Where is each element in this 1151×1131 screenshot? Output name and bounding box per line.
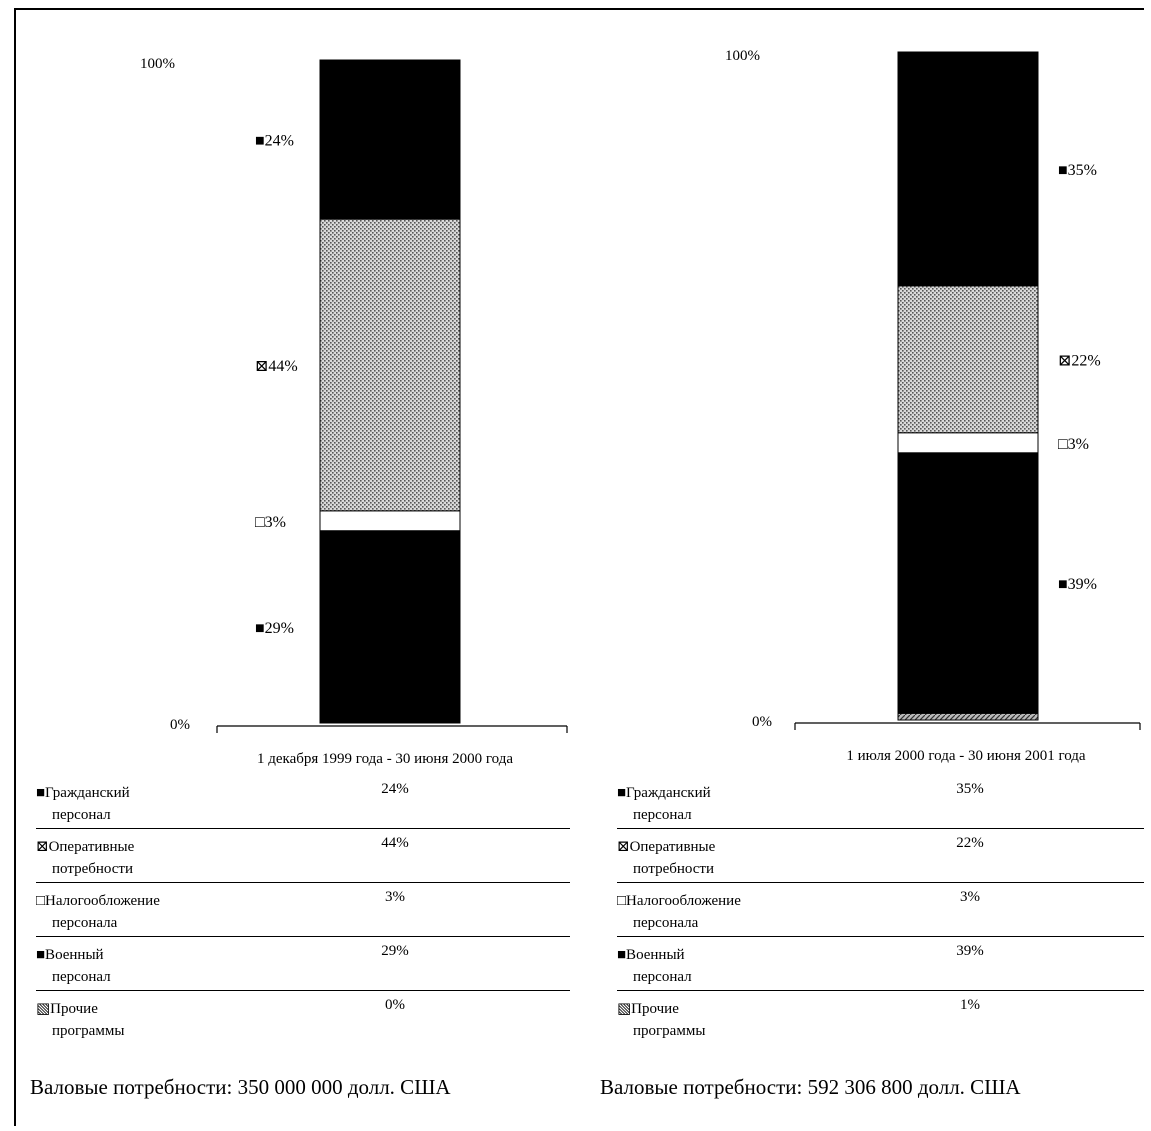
segment-label-5: ■35% xyxy=(1058,162,1097,179)
bar-segment-4 xyxy=(897,285,1039,434)
legend-item-value: 1% xyxy=(960,997,980,1013)
legend-item-label: ⊠Оперативные потребности xyxy=(36,839,135,877)
legend-item-value: 3% xyxy=(385,889,405,905)
gross-requirements-total: Валовые потребности: 350 000 000 долл. С… xyxy=(30,1075,451,1099)
legend-item-label: □Налогообложение персонала xyxy=(617,893,741,931)
legend-separator xyxy=(617,882,1144,883)
bar-segment-5 xyxy=(319,59,461,220)
legend-item-label: ▧Прочие программы xyxy=(617,1001,706,1039)
legend-separator xyxy=(617,990,1144,991)
y-top-label: 100% xyxy=(140,56,175,72)
bar-segment-2 xyxy=(897,452,1039,714)
legend-separator xyxy=(617,828,1144,829)
legend-item-value: 22% xyxy=(956,835,984,851)
legend-separator xyxy=(36,828,570,829)
segment-label-2: ■29% xyxy=(255,620,294,637)
legend-item-label: ⊠Оперативные потребности xyxy=(617,839,716,877)
segment-label-4: ⊠22% xyxy=(1058,352,1101,369)
legend-item-label: □Налогообложение персонала xyxy=(36,893,160,931)
segment-label-3: □3% xyxy=(255,514,286,531)
bar-segment-3 xyxy=(897,432,1039,454)
legend-item-value: 3% xyxy=(960,889,980,905)
y-bottom-label: 0% xyxy=(752,714,772,730)
bar-segment-1 xyxy=(897,712,1039,721)
legend-item-label: ▧Прочие программы xyxy=(36,1001,125,1039)
segment-label-3: □3% xyxy=(1058,436,1089,453)
legend-item-value: 39% xyxy=(956,943,984,959)
bar-segment-3 xyxy=(319,510,461,532)
legend-item-value: 44% xyxy=(381,835,409,851)
chart-2: ■39% □3% ⊠22% ■35% 100% 0% 1 июля 2000 года - … xyxy=(725,48,1141,764)
chart-1: ■29% □3% ⊠44% ■24% 100% 0% 1 декабря 1999 года… xyxy=(140,56,568,767)
segment-label-2: ■39% xyxy=(1058,576,1097,593)
figure-frame xyxy=(14,8,1144,1126)
legend-separator xyxy=(617,936,1144,937)
gross-requirements-total: Валовые потребности: 592 306 800 долл. С… xyxy=(600,1075,1021,1099)
segment-label-4: ⊠44% xyxy=(255,358,298,375)
category-label: 1 декабря 1999 года - 30 июня 2000 года xyxy=(257,751,513,767)
legend-item-label: ■Военный персонал xyxy=(617,947,692,985)
y-bottom-label: 0% xyxy=(170,717,190,733)
bar-segment-4 xyxy=(319,218,461,512)
legend-item-value: 0% xyxy=(385,997,405,1013)
y-top-label: 100% xyxy=(725,48,760,64)
legend-item-value: 29% xyxy=(381,943,409,959)
legend-item-value: 35% xyxy=(956,781,984,797)
category-label: 1 июля 2000 года - 30 июня 2001 года xyxy=(846,748,1086,764)
legend-item-value: 24% xyxy=(381,781,409,797)
bar-segment-2 xyxy=(319,530,461,724)
legend-item-label: ■Гражданский персонал xyxy=(36,785,130,823)
legend-separator xyxy=(36,882,570,883)
segment-label-5: ■24% xyxy=(255,133,294,150)
bar-segment-5 xyxy=(897,51,1039,287)
legend-item-label: ■Военный персонал xyxy=(36,947,111,985)
legend-item-label: ■Гражданский персонал xyxy=(617,785,711,823)
legend-separator xyxy=(36,990,570,991)
legend-separator xyxy=(36,936,570,937)
